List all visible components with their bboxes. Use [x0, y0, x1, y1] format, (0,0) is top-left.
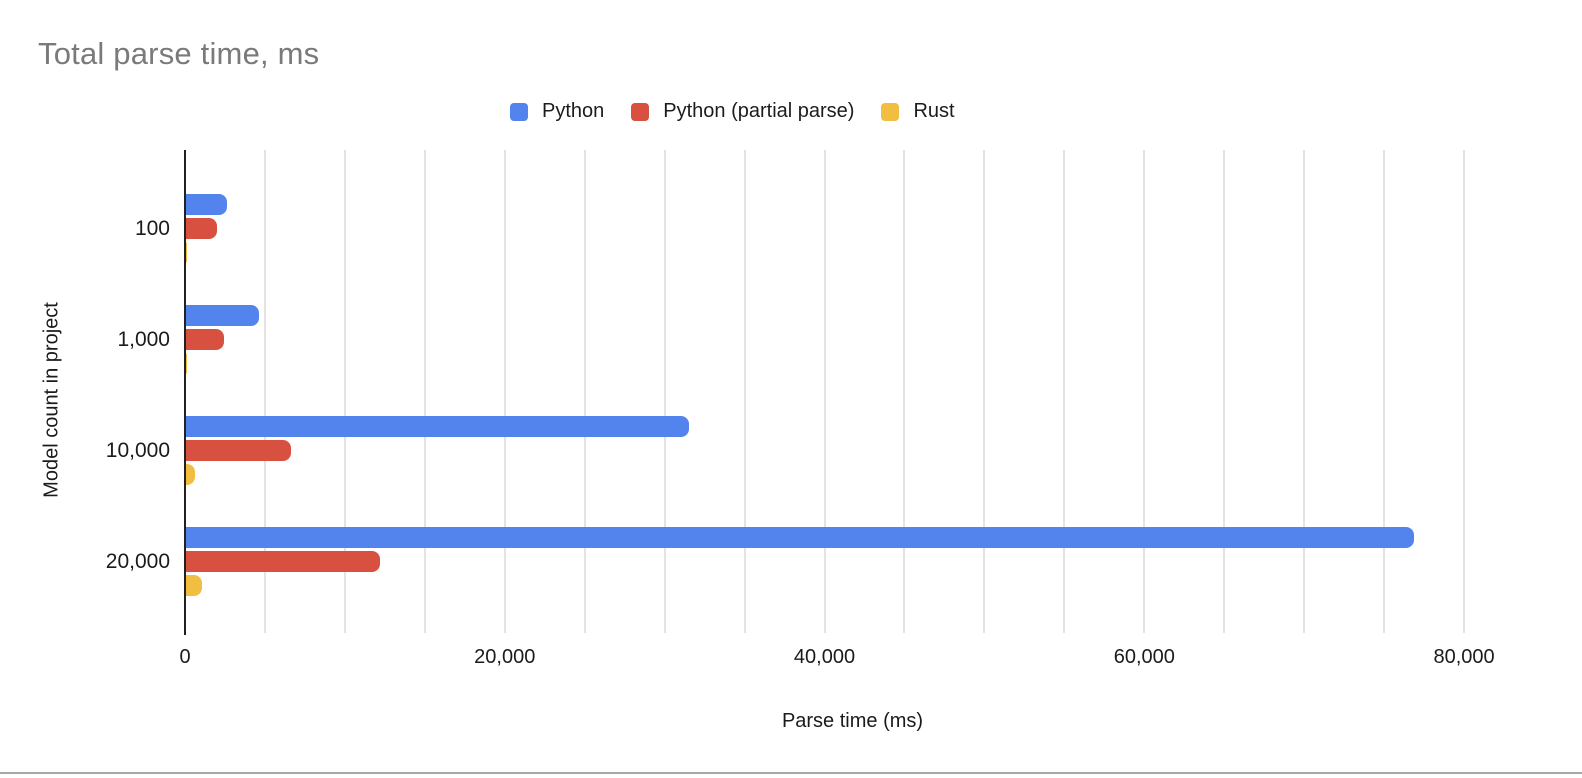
- category-label: 1,000: [117, 328, 170, 351]
- gridline: [503, 150, 506, 633]
- bar-rust-100: [185, 242, 187, 263]
- gridline: [823, 150, 826, 633]
- bar-python-10000: [185, 416, 689, 437]
- legend-swatch-icon: [881, 102, 900, 121]
- gridline: [1143, 150, 1146, 633]
- bar-group-20000: [185, 527, 1520, 596]
- category-label: 10,000: [105, 439, 170, 462]
- gridline: [1303, 150, 1306, 633]
- legend-swatch-icon: [631, 102, 650, 121]
- gridline: [423, 150, 426, 633]
- legend-label: Python: [542, 100, 605, 122]
- gridline: [343, 150, 346, 633]
- bar-group-1000: [185, 305, 1520, 374]
- x-tick-label: 0: [179, 646, 191, 668]
- gridline: [983, 150, 986, 633]
- y-axis-line: [184, 150, 186, 635]
- gridline: [1063, 150, 1066, 633]
- bar-python-partial-parse-100: [185, 218, 217, 239]
- legend-item-3: Rust: [881, 100, 955, 123]
- gridline: [583, 150, 586, 633]
- bar-group-10000: [185, 416, 1520, 485]
- x-tick-label: 80,000: [1433, 646, 1495, 668]
- category-label: 100: [134, 217, 170, 240]
- page-bottom-divider: [0, 772, 1582, 774]
- bar-python-partial-parse-20000: [185, 551, 381, 572]
- bar-rust-1000: [185, 353, 187, 374]
- bar-python-100: [185, 194, 227, 215]
- bar-python-partial-parse-1000: [185, 329, 225, 350]
- legend-item-1: Python: [510, 100, 604, 123]
- legend-item-2: Python (partial parse): [631, 100, 854, 123]
- category-label: 20,000: [105, 550, 170, 573]
- y-axis-title: Model count in project: [40, 302, 63, 498]
- x-tick-label: 40,000: [793, 646, 856, 668]
- bar-group-100: [185, 194, 1520, 263]
- gridline: [743, 150, 746, 633]
- bar-python-1000: [185, 305, 259, 326]
- gridline: [263, 150, 266, 633]
- x-axis-title: Parse time (ms): [781, 710, 924, 732]
- gridline: [903, 150, 906, 633]
- chart-legend: Python Python (partial parse) Rust: [510, 100, 955, 123]
- bar-rust-10000: [185, 464, 195, 485]
- gridline: [1383, 150, 1386, 633]
- gridline: [663, 150, 666, 633]
- gridline: [1463, 150, 1466, 633]
- legend-swatch-icon: [510, 102, 528, 121]
- legend-label: Rust: [913, 100, 955, 122]
- gridline: [1223, 150, 1226, 633]
- x-tick-label: 60,000: [1113, 646, 1175, 668]
- bar-rust-20000: [185, 575, 202, 596]
- chart-title: Total parse time, ms: [38, 36, 320, 71]
- plot-area: [184, 150, 1520, 635]
- bar-python-partial-parse-10000: [185, 440, 291, 461]
- x-tick-label: 20,000: [474, 646, 536, 668]
- bar-python-20000: [185, 527, 1415, 548]
- legend-label: Python (partial parse): [663, 100, 855, 122]
